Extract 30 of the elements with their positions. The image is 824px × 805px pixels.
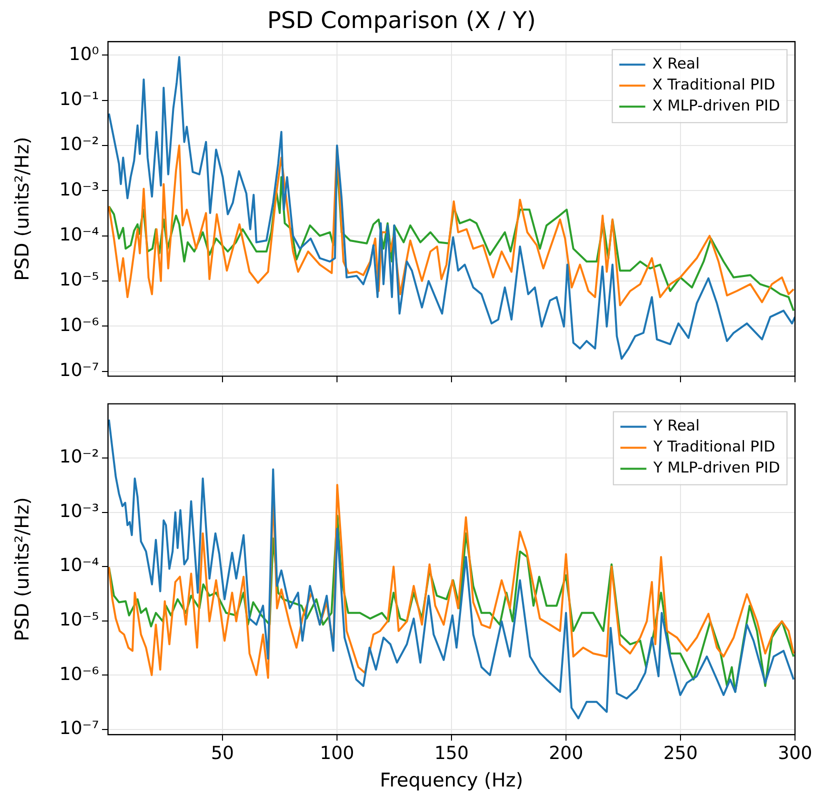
y-tick-label: 10⁻⁷ xyxy=(59,360,99,381)
y-tick-label: 10⁻⁴ xyxy=(59,224,99,246)
legend-label: Y Real xyxy=(652,416,700,435)
legend-label: X Traditional PID xyxy=(652,75,776,94)
x-tick-label: 100 xyxy=(320,743,354,764)
legend-label: Y MLP-driven PID xyxy=(652,458,780,477)
chart-title: PSD Comparison (X / Y) xyxy=(267,8,536,34)
y-tick-label: 10⁻⁴ xyxy=(59,555,99,576)
legend-label: X MLP-driven PID xyxy=(652,96,780,114)
y-tick-label: 10⁻⁶ xyxy=(59,664,99,685)
y-tick-label: 10⁻³ xyxy=(59,500,99,522)
y-tick-label: 10⁻² xyxy=(59,446,99,468)
y-tick-label: 10⁻¹ xyxy=(59,89,99,110)
y-axis-title: PSD (units²/Hz) xyxy=(11,136,34,281)
x-tick-label: 250 xyxy=(663,743,698,764)
y-tick-label: 10⁰ xyxy=(68,44,99,65)
legend-label: Y Traditional PID xyxy=(652,438,776,456)
y-tick-label: 10⁻² xyxy=(59,134,99,156)
y-tick-label: 10⁻⁷ xyxy=(59,718,99,740)
x-tick-label: 150 xyxy=(434,743,469,764)
y-tick-label: 10⁻⁵ xyxy=(59,270,99,291)
x-axis-title: Frequency (Hz) xyxy=(380,770,524,792)
y-tick-label: 10⁻⁵ xyxy=(59,610,99,630)
x-tick-label: 300 xyxy=(778,743,812,764)
x-tick-label: 50 xyxy=(211,743,234,764)
legend-label: X Real xyxy=(652,54,700,72)
x-tick-label: 200 xyxy=(548,743,584,764)
y-tick-label: 10⁻⁶ xyxy=(59,314,99,336)
y-axis-title: PSD (units²/Hz) xyxy=(11,497,34,642)
y-tick-label: 10⁻³ xyxy=(59,179,99,200)
